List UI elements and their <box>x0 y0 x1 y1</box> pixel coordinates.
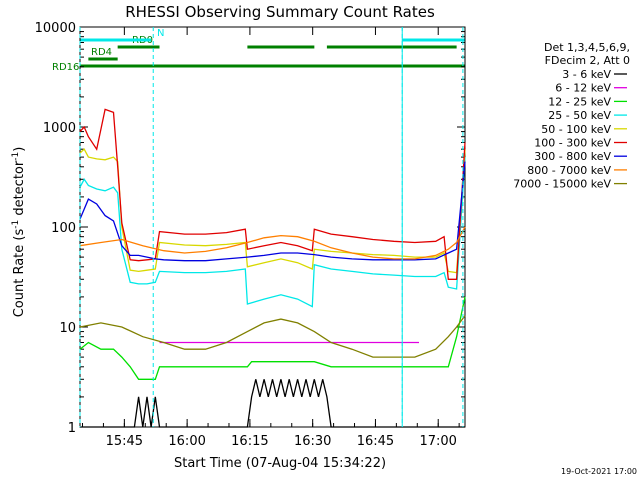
y-axis-label: Count Rate (s-1 detector-1) <box>11 147 27 318</box>
legend: Det 1,3,4,5,6,9, FDecim 2, Att 0 3 - 6 k… <box>513 41 630 191</box>
flag-label-n: N <box>157 28 164 39</box>
chart-title: RHESSI Observing Summary Count Rates <box>125 3 435 21</box>
y-tick-label: 1000 <box>43 121 76 136</box>
vertical-markers <box>79 27 464 427</box>
legend-label: 100 - 300 keV <box>534 137 611 150</box>
x-axis-label: Start Time (07-Aug-04 15:34:22) <box>174 456 386 471</box>
legend-label: 25 - 50 keV <box>548 109 611 122</box>
flag-label-rd16: RD16 <box>52 62 79 73</box>
flag-label-rd4: RD4 <box>91 47 112 58</box>
y-label-part-3: ) <box>12 147 27 152</box>
x-tick-label: 16:00 <box>168 434 205 449</box>
series-line-5 <box>79 108 466 280</box>
x-tick-label: 16:45 <box>357 434 394 449</box>
y-label-part-1: Count Rate (s <box>12 229 27 318</box>
x-tick-label: 16:30 <box>294 434 331 449</box>
legend-label: 50 - 100 keV <box>541 123 611 136</box>
y-tick-label: 10 <box>59 321 76 336</box>
y-label-sup-1: -1 <box>11 220 21 229</box>
y-tick-label: 1 <box>68 421 76 436</box>
series-layer <box>79 108 466 428</box>
series-line-6 <box>79 161 466 262</box>
legend-label: 12 - 25 keV <box>548 95 611 108</box>
legend-label: 300 - 800 keV <box>534 150 611 163</box>
legend-label: 7000 - 15000 keV <box>513 178 611 191</box>
y-label-sup-2: -1 <box>11 152 21 161</box>
x-tick-label: 16:15 <box>231 434 268 449</box>
legend-label: 6 - 12 keV <box>555 82 611 95</box>
axes: 1 10 100 1000 10000 15:45 16:00 16:15 16:30 16:45… <box>35 21 465 449</box>
generation-timestamp: 19-Oct-2021 17:00 <box>561 467 637 476</box>
legend-header-1: Det 1,3,4,5,6,9, <box>544 41 630 54</box>
x-tick-label: 17:00 <box>419 434 456 449</box>
series-line-8 <box>79 315 466 358</box>
series-line-2 <box>79 296 466 380</box>
legend-label: 800 - 7000 keV <box>527 164 611 177</box>
series-line-7 <box>79 226 466 260</box>
flags-layer: RD16RD4RD0N <box>52 28 465 73</box>
series-line-3 <box>79 157 466 308</box>
series-line-0 <box>80 379 465 428</box>
y-tick-label: 100 <box>51 221 76 236</box>
y-label-part-2: detector <box>12 160 27 220</box>
x-tick-label: 15:45 <box>106 434 143 449</box>
legend-label: 3 - 6 keV <box>562 68 611 81</box>
legend-header-2: FDecim 2, Att 0 <box>545 54 630 67</box>
y-tick-label: 10000 <box>35 21 76 36</box>
